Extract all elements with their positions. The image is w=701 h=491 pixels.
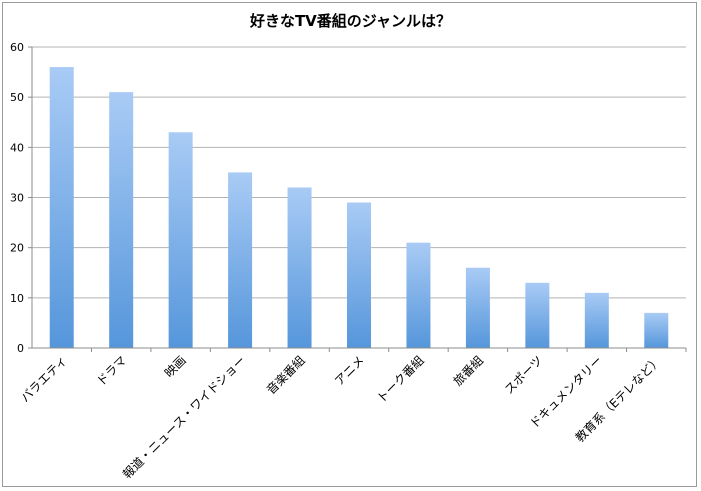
bar [228, 172, 253, 348]
bar [584, 292, 609, 348]
y-tick-label: 40 [10, 141, 24, 154]
x-tick-label: 映画 [162, 353, 189, 380]
x-tick-label: ドラマ [94, 353, 129, 388]
x-tick-label: 音楽番組 [263, 353, 308, 398]
x-tick-label: トーク番組 [374, 353, 426, 405]
bar [287, 187, 312, 348]
y-tick-label: 60 [10, 41, 24, 54]
bar [465, 267, 490, 348]
x-tick-label: バラエティ [18, 353, 70, 405]
bar [49, 67, 74, 349]
x-tick-label: 報道・ニュース・ワイドショー [120, 353, 248, 481]
bars [49, 67, 669, 349]
bar [168, 132, 193, 348]
y-tick-labels: 0 10 20 30 40 50 60 [10, 41, 24, 355]
bar [406, 242, 431, 348]
bar [347, 202, 371, 348]
x-tick-label: スポーツ [502, 353, 546, 397]
bar [525, 282, 550, 348]
x-tick-labels: バラエティ ドラマ 映画報道・ニュース・ワイドショー 音楽番組 アニメ トーク番組 旅番組ス… [18, 353, 664, 482]
x-tick-label: 旅番組 [451, 353, 486, 388]
y-tick-label: 30 [10, 192, 24, 205]
y-tick-label: 0 [17, 342, 24, 355]
y-tick-label: 50 [10, 91, 24, 104]
y-tick-label: 10 [10, 292, 24, 305]
grid-lines [28, 46, 687, 352]
axes [31, 47, 686, 349]
y-tick-label: 20 [10, 242, 24, 255]
chart-title: 好きなTV番組のジャンルは？ [249, 12, 452, 30]
x-tick-label: アニメ [332, 353, 367, 388]
bar [109, 92, 134, 349]
bar [644, 312, 669, 348]
